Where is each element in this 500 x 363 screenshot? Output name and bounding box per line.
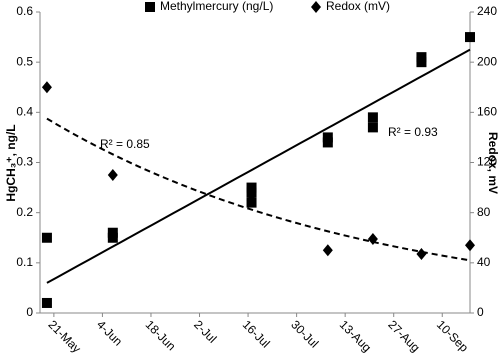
- x-tick-label: 16-Jul: [240, 317, 273, 350]
- x-tick-label: 10-Sep: [434, 317, 471, 354]
- data-point: [367, 233, 378, 246]
- trend-label: R² = 0.93: [388, 125, 438, 139]
- data-point: [246, 187, 257, 198]
- data-point: [107, 227, 118, 238]
- data-point: [41, 297, 52, 308]
- y-tick-label: 0: [26, 305, 33, 319]
- y-tick-label: 0.6: [16, 4, 33, 18]
- x-tick-label: 27-Aug: [385, 317, 422, 354]
- y2-axis-title: Redox, mV: [486, 132, 500, 194]
- data-point: [367, 122, 378, 133]
- data-point: [41, 232, 52, 243]
- y2-tick-label: 0: [477, 305, 484, 319]
- y2-tick-label: 120: [477, 155, 497, 169]
- x-tick-label: 30-Jul: [288, 317, 321, 350]
- x-tick-label: 21-May: [46, 317, 84, 355]
- data-point: [322, 137, 333, 148]
- data-point: [322, 132, 333, 143]
- trendline: [46, 117, 471, 262]
- y2-tick-label: 240: [477, 4, 497, 18]
- data-point: [322, 244, 333, 257]
- data-point: [107, 169, 118, 182]
- data-point: [246, 182, 257, 193]
- data-point: [107, 232, 118, 243]
- legend-label: Methylmercury (ng/L): [160, 0, 273, 13]
- y2-tick-label: 160: [477, 105, 497, 119]
- y-tick-label: 0.3: [16, 155, 33, 169]
- y-axis-title: HgCH₃⁺, ng/L: [4, 124, 18, 201]
- x-tick-label: 2-Jul: [191, 317, 219, 345]
- legend-label: Redox (mV): [326, 0, 390, 13]
- y-tick-label: 0.4: [16, 105, 33, 119]
- data-point: [465, 239, 475, 252]
- y2-tick-label: 200: [477, 54, 497, 68]
- y-tick-label: 0.2: [16, 205, 33, 219]
- y-tick-label: 0.5: [16, 54, 33, 68]
- legend-marker: [145, 2, 155, 12]
- trendline: [46, 48, 471, 284]
- y2-tick-label: 40: [477, 255, 491, 269]
- data-point: [416, 52, 427, 63]
- x-tick-label: 13-Aug: [337, 317, 374, 354]
- data-point: [465, 32, 475, 43]
- data-point: [41, 81, 52, 94]
- y-tick-label: 0.1: [16, 255, 33, 269]
- x-tick-label: 4-Jun: [94, 317, 125, 348]
- trend-label: R² = 0.85: [100, 137, 150, 151]
- data-point: [367, 112, 378, 123]
- legend-marker: [311, 1, 321, 13]
- data-point: [246, 194, 257, 207]
- data-point: [416, 57, 427, 68]
- data-point: [416, 248, 427, 261]
- x-tick-label: 18-Jun: [143, 317, 179, 353]
- y2-tick-label: 80: [477, 205, 491, 219]
